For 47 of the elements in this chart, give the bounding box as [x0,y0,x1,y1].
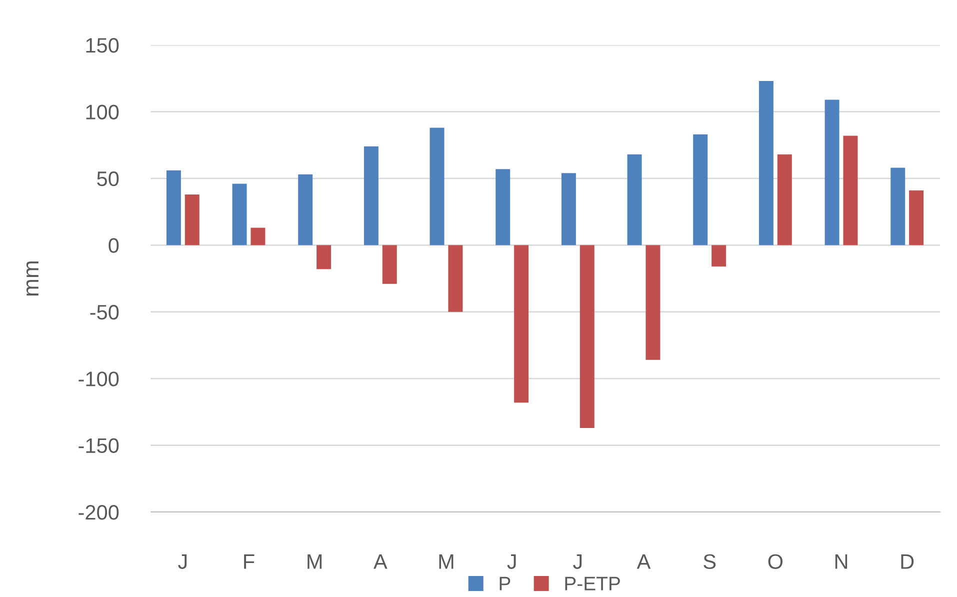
bar [184,194,200,246]
bar [298,174,313,246]
bar [580,245,594,428]
x-tick-label: A [374,554,388,569]
bar [824,100,840,246]
bar [232,184,247,246]
x-tick-label: M [308,554,322,569]
bar [448,245,463,312]
bar [382,245,397,284]
legend-label: P [500,576,510,590]
x-tick-label: A [636,554,651,569]
legend-label: P-ETP [565,576,620,590]
bar [496,169,510,246]
bar [758,81,774,246]
x-tick-label: S [704,554,716,569]
x-tick-label: J [507,554,516,569]
x-tick-label: D [901,554,914,569]
y-tick-label: 150 [86,38,119,53]
bar [250,228,266,246]
bar [514,245,529,403]
bar [627,154,642,246]
bar [364,146,378,246]
bar [909,190,924,246]
bar [561,173,576,246]
x-tick-label: N [835,554,848,569]
bar [316,245,332,270]
bar [646,245,660,360]
x-tick-label: J [178,554,187,569]
y-tick-label: -100 [78,372,119,386]
y-tick-label: -150 [78,438,119,454]
y-tick-label: -50 [90,304,119,320]
bar [843,136,858,246]
x-tick-label: M [439,554,454,569]
bar [890,168,906,246]
bar [712,245,726,266]
y-tick-label: 0 [108,238,119,253]
bar [777,154,792,246]
y-tick-label: -200 [78,505,119,520]
bar [430,128,444,246]
y-tick-label: 100 [86,104,119,120]
bar [693,134,708,246]
y-tick-label: 50 [97,171,119,186]
x-tick-label: J [573,554,582,569]
y-axis-title: mm [26,261,38,296]
x-tick-label: F [244,554,254,569]
bar [166,170,181,246]
x-tick-label: O [768,554,783,569]
